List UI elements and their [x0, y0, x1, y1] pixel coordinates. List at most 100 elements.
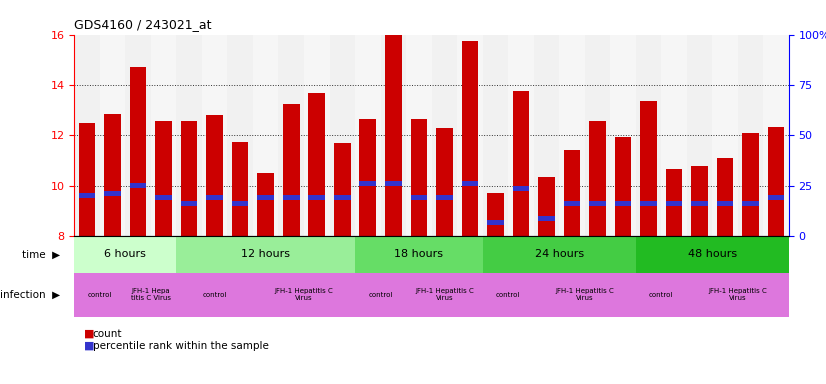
- Bar: [181, 121, 197, 236]
- Bar: [359, 181, 376, 186]
- Bar: [330, 35, 355, 236]
- Bar: [304, 35, 330, 236]
- Bar: [436, 128, 453, 236]
- Bar: [155, 121, 172, 236]
- Bar: [308, 93, 325, 236]
- Bar: [206, 115, 223, 236]
- Bar: [232, 142, 249, 236]
- Bar: [411, 195, 427, 200]
- Text: control: control: [649, 292, 673, 298]
- Bar: [253, 35, 278, 236]
- Bar: [482, 273, 534, 317]
- Bar: [662, 35, 686, 236]
- Bar: [104, 114, 121, 236]
- Bar: [743, 133, 759, 236]
- Bar: [177, 273, 253, 317]
- Bar: [151, 35, 177, 236]
- Text: JFH-1 Hepa
titis C Virus: JFH-1 Hepa titis C Virus: [131, 288, 171, 301]
- Bar: [563, 151, 580, 236]
- Bar: [610, 35, 636, 236]
- Bar: [589, 201, 605, 206]
- Bar: [513, 186, 529, 191]
- Bar: [436, 195, 453, 200]
- Bar: [385, 35, 401, 236]
- Bar: [411, 119, 427, 236]
- Bar: [100, 35, 126, 236]
- Text: 6 hours: 6 hours: [104, 250, 146, 260]
- Bar: [431, 35, 457, 236]
- Bar: [462, 181, 478, 186]
- Bar: [636, 236, 789, 273]
- Bar: [355, 236, 482, 273]
- Bar: [126, 35, 151, 236]
- Text: control: control: [88, 292, 112, 298]
- Text: count: count: [93, 329, 122, 339]
- Text: time  ▶: time ▶: [22, 250, 60, 260]
- Text: 18 hours: 18 hours: [394, 250, 444, 260]
- Bar: [177, 236, 355, 273]
- Bar: [406, 273, 482, 317]
- Bar: [355, 35, 381, 236]
- Bar: [487, 193, 504, 236]
- Bar: [258, 173, 274, 236]
- Bar: [406, 35, 431, 236]
- Bar: [487, 220, 504, 225]
- Text: JFH-1 Hepatitis C
Virus: JFH-1 Hepatitis C Virus: [274, 288, 334, 301]
- Text: GDS4160 / 243021_at: GDS4160 / 243021_at: [74, 18, 211, 31]
- Bar: [717, 158, 733, 236]
- Text: JFH-1 Hepatitis C
Virus: JFH-1 Hepatitis C Virus: [709, 288, 767, 301]
- Bar: [74, 35, 100, 236]
- Bar: [763, 35, 789, 236]
- Bar: [104, 191, 121, 196]
- Bar: [78, 123, 95, 236]
- Bar: [283, 195, 300, 200]
- Bar: [227, 35, 253, 236]
- Bar: [206, 195, 223, 200]
- Bar: [355, 273, 406, 317]
- Bar: [334, 195, 350, 200]
- Bar: [232, 201, 249, 206]
- Bar: [202, 35, 227, 236]
- Bar: [666, 201, 682, 206]
- Bar: [534, 273, 636, 317]
- Bar: [462, 41, 478, 236]
- Bar: [508, 35, 534, 236]
- Text: control: control: [496, 292, 520, 298]
- Bar: [686, 35, 712, 236]
- Bar: [513, 91, 529, 236]
- Text: ■: ■: [84, 329, 95, 339]
- Text: control: control: [202, 292, 227, 298]
- Text: 48 hours: 48 hours: [688, 250, 737, 260]
- Bar: [155, 195, 172, 200]
- Bar: [738, 35, 763, 236]
- Bar: [615, 137, 631, 236]
- Bar: [636, 35, 662, 236]
- Bar: [278, 35, 304, 236]
- Bar: [534, 35, 559, 236]
- Bar: [130, 67, 146, 236]
- Bar: [308, 195, 325, 200]
- Text: 12 hours: 12 hours: [241, 250, 290, 260]
- Bar: [743, 201, 759, 206]
- Bar: [457, 35, 482, 236]
- Bar: [78, 193, 95, 199]
- Bar: [74, 236, 177, 273]
- Bar: [334, 143, 350, 236]
- Text: infection  ▶: infection ▶: [0, 290, 60, 300]
- Bar: [538, 177, 555, 236]
- Bar: [691, 166, 708, 236]
- Bar: [130, 183, 146, 188]
- Bar: [768, 127, 785, 236]
- Bar: [359, 119, 376, 236]
- Text: percentile rank within the sample: percentile rank within the sample: [93, 341, 268, 351]
- Bar: [691, 201, 708, 206]
- Bar: [636, 273, 686, 317]
- Bar: [615, 201, 631, 206]
- Bar: [640, 201, 657, 206]
- Text: control: control: [368, 292, 392, 298]
- Bar: [482, 236, 636, 273]
- Bar: [253, 273, 355, 317]
- Text: ■: ■: [84, 341, 95, 351]
- Bar: [686, 273, 789, 317]
- Bar: [283, 104, 300, 236]
